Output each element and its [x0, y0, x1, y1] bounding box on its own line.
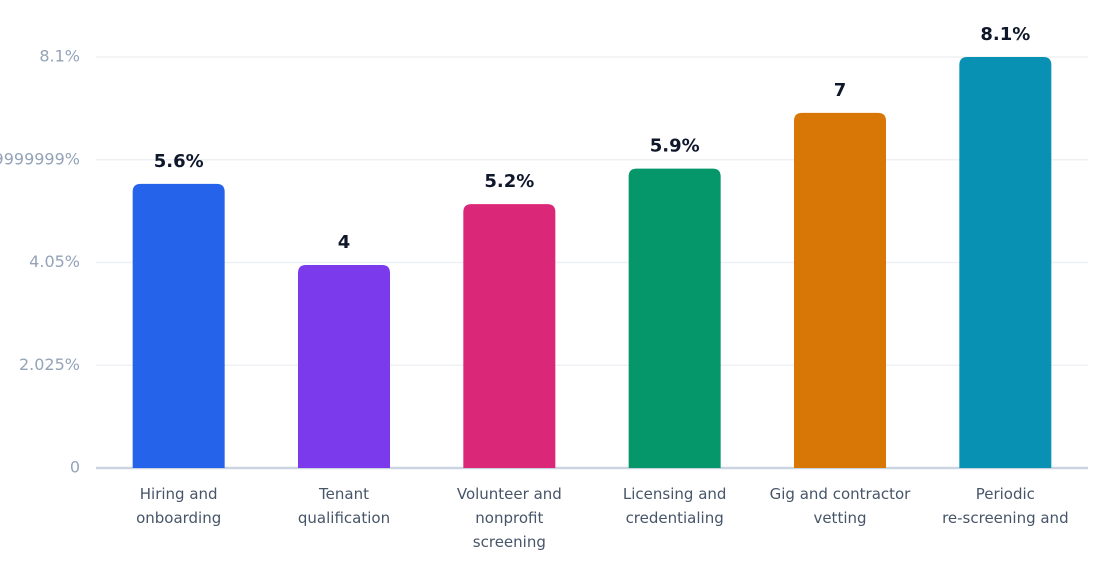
value-label: 4: [338, 232, 351, 253]
x-tick-label: Hiring and onboarding: [136, 485, 221, 527]
bar: [628, 168, 721, 468]
bar: [794, 112, 886, 468]
y-tick-label: 6.074999999999999%: [0, 149, 80, 168]
y-tick-label: 2.025%: [19, 355, 80, 374]
bar: [132, 183, 225, 468]
value-label: 8.1%: [980, 24, 1030, 45]
bar: [463, 204, 556, 469]
value-label: 7: [834, 80, 847, 101]
y-tick-label: 8.1%: [39, 47, 80, 66]
y-tick-label: 4.05%: [29, 252, 80, 271]
x-tick-label: Volunteer and nonprofit screening: [457, 485, 562, 551]
value-label: 5.6%: [154, 151, 204, 172]
value-label: 5.9%: [650, 136, 700, 157]
bar: [959, 57, 1052, 468]
y-tick-label: 0: [70, 458, 80, 477]
x-tick-label: Tenant qualification: [298, 485, 390, 527]
x-tick-label: Gig and contractor vetting: [770, 485, 912, 527]
bar: [298, 265, 390, 468]
value-label: 5.2%: [484, 171, 534, 192]
x-tick-label: Periodic re-screening and: [942, 485, 1069, 527]
x-tick-label: Licensing and credentialing: [623, 485, 727, 527]
